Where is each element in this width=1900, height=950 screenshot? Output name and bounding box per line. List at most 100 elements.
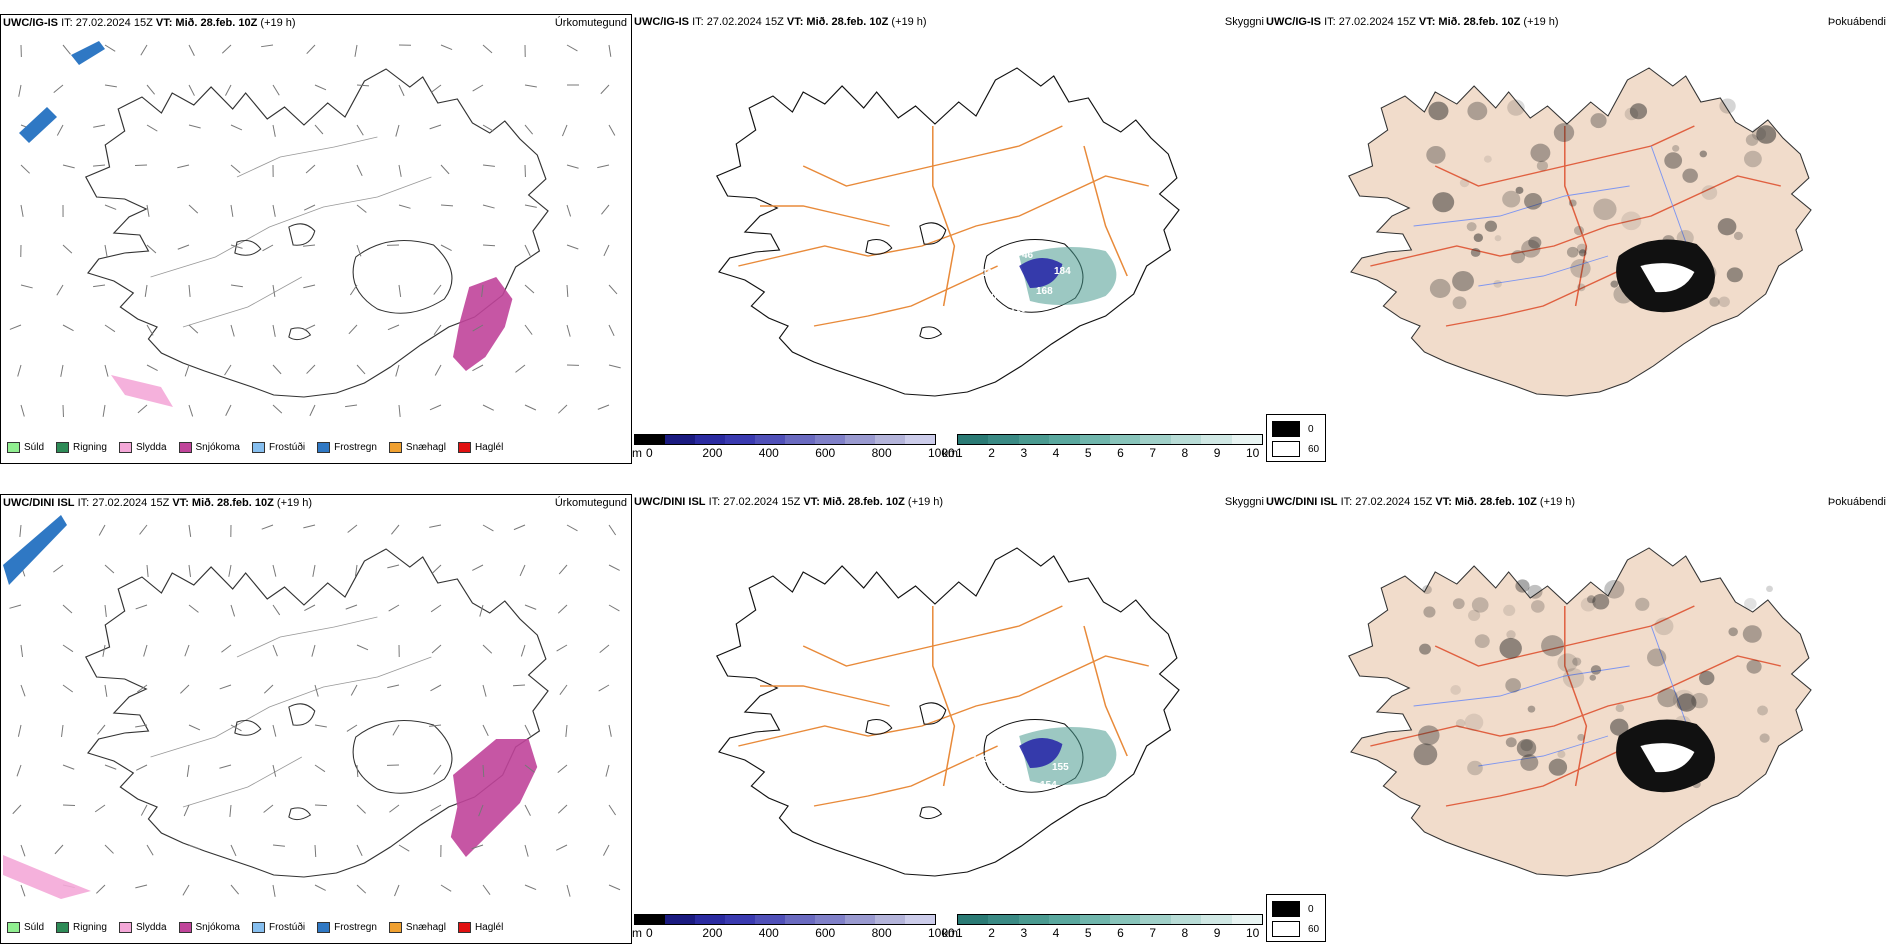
wind-barb — [311, 644, 316, 657]
fog-index-spot — [1709, 297, 1720, 307]
colorbar-bin — [845, 915, 875, 924]
glacier-outline — [352, 720, 453, 794]
fog-index-spot — [1473, 233, 1483, 243]
wind-barb — [188, 604, 199, 613]
wind-barb — [188, 124, 201, 129]
legend-swatch — [457, 922, 471, 933]
wind-barb — [219, 684, 232, 690]
colorbar-tick-label: 8 — [1181, 926, 1189, 940]
fog-index-spot — [1578, 249, 1587, 257]
colorbar-unit: m — [632, 926, 642, 940]
wind-barb — [272, 124, 276, 137]
wind-barb — [263, 684, 274, 694]
wind-barb — [19, 524, 22, 537]
glacier-white — [1640, 263, 1695, 293]
fog-index-spot — [1576, 243, 1588, 254]
fog-index-spot — [1530, 600, 1545, 613]
glacier-outline — [234, 720, 262, 736]
wind-barb — [524, 84, 537, 88]
wind-barb — [440, 44, 453, 51]
fog-index-spot — [1757, 705, 1768, 716]
wind-barb — [230, 284, 243, 288]
wind-barb — [56, 284, 64, 296]
wind-barb — [135, 764, 148, 771]
wind-barb — [605, 764, 610, 777]
wind-barb — [303, 324, 316, 331]
wind-barb — [144, 284, 148, 297]
colorbar-bin — [1018, 915, 1050, 924]
wind-barb — [272, 884, 276, 897]
fog-index-spot — [1719, 98, 1736, 114]
fog-index-spot — [1577, 283, 1586, 292]
fog-index-spot — [1577, 733, 1585, 741]
wind-barb — [261, 44, 274, 48]
glacier-outline — [865, 719, 893, 735]
panel-header: UWC/IG-IS IT: 27.02.2024 15Z VT: Mið. 28… — [634, 16, 927, 28]
wind-barb — [556, 644, 568, 652]
wind-barb — [524, 604, 537, 610]
wind-barb — [482, 724, 489, 737]
fog-index-spot — [1766, 585, 1773, 593]
wind-barb — [272, 644, 278, 657]
wind-barb — [137, 404, 148, 414]
wind-barb — [398, 284, 402, 297]
wind-barb — [20, 284, 33, 289]
fog-index-spot — [1570, 258, 1591, 278]
wind-barb — [20, 844, 26, 857]
wind-barb — [146, 244, 157, 254]
wind-barb — [356, 204, 367, 213]
fog-index-spot — [1452, 271, 1474, 292]
legend-swatch — [56, 922, 70, 933]
legend-swatch — [388, 442, 402, 453]
legend-swatch — [56, 442, 70, 453]
fog-index-spot — [1621, 211, 1642, 231]
wind-barb — [440, 164, 450, 175]
wind-barb — [177, 164, 190, 169]
wind-barb — [524, 764, 535, 773]
fog-map — [1348, 67, 1812, 397]
wind-barb — [482, 764, 485, 778]
wind-barb — [104, 204, 117, 210]
wind-barb — [188, 524, 192, 537]
fog-index-spot — [1426, 145, 1446, 164]
colorbar-unit: m — [632, 446, 642, 460]
fog-index-spot — [1521, 239, 1541, 258]
wind-barb — [62, 644, 74, 653]
wind-barb — [62, 764, 75, 770]
colorbar-tick-label: 9 — [1213, 926, 1221, 940]
wind-barb — [524, 124, 534, 135]
legend-swatch — [317, 442, 331, 453]
fog-index-spot — [1484, 220, 1498, 232]
wind-barb — [225, 84, 232, 96]
road-network — [738, 605, 1149, 807]
wind-barb — [356, 164, 363, 177]
wind-barb — [104, 84, 117, 88]
wind-barb — [221, 44, 232, 54]
fog-index-spot — [1536, 160, 1548, 171]
wind-barb — [303, 284, 316, 289]
fog-index-spot — [1467, 101, 1488, 121]
wind-barb — [272, 764, 277, 777]
panel-header: UWC/IG-IS IT: 27.02.2024 15Z VT: Mið. 28… — [3, 17, 296, 29]
colorbar-tick-label: 200 — [702, 446, 723, 460]
wind-barb — [188, 204, 199, 214]
colorbar-bin — [958, 435, 989, 444]
colorbar-tick-label: 2 — [988, 446, 995, 460]
wind-barb — [184, 364, 190, 377]
visibility-colorbar-m — [634, 434, 936, 445]
wind-barb — [17, 724, 22, 737]
wind-barb — [96, 884, 106, 894]
fog-index-spot — [1590, 113, 1607, 129]
fog-index-spot — [1557, 653, 1578, 673]
legend-item-haglél: Haglél — [457, 442, 503, 453]
colorbar-bin — [1049, 435, 1080, 444]
wind-barb — [104, 564, 115, 574]
wind-barb — [180, 684, 190, 694]
wind-barb — [102, 404, 106, 417]
wind-barb — [557, 764, 568, 774]
sleet-area — [111, 375, 173, 407]
fog-legend: 0 60 — [1266, 414, 1326, 462]
legend-label: Rigning — [73, 442, 107, 453]
wind-barb — [146, 324, 154, 336]
fog-index-spot — [1604, 580, 1625, 599]
